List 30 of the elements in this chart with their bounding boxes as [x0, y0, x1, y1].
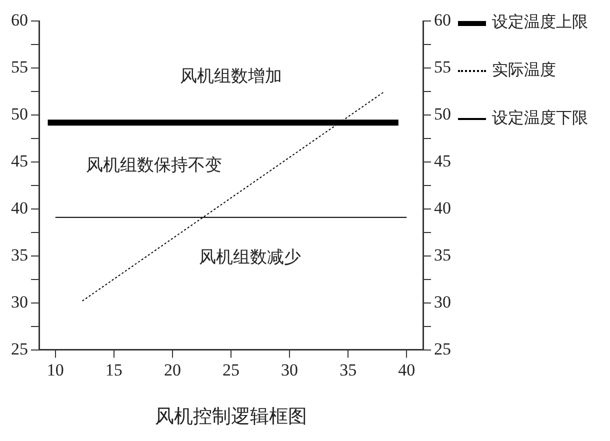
- annotation: 风机组数增加: [180, 66, 282, 86]
- x-tick-label: 10: [46, 360, 64, 380]
- y2-tick-label: 50: [434, 104, 451, 124]
- x-tick-label: 30: [281, 360, 298, 380]
- x-tick-label: 35: [340, 360, 357, 380]
- y-tick-label: 60: [11, 10, 28, 30]
- y-tick-label: 50: [11, 104, 28, 124]
- y-tick-label: 55: [11, 58, 28, 77]
- y2-tick-label: 25: [434, 339, 451, 358]
- y2-tick-label: 55: [434, 58, 451, 77]
- y2-tick-label: 60: [434, 10, 451, 30]
- legend-label: 设定温度上限: [492, 12, 588, 33]
- text: 风机控制逻辑框图: [155, 406, 307, 428]
- y-tick-label: 35: [11, 245, 28, 264]
- y2-tick-label: 45: [434, 151, 451, 170]
- x-tick-label: 40: [398, 360, 416, 380]
- y-tick-label: 30: [11, 292, 28, 312]
- y2-tick-label: 40: [434, 198, 451, 218]
- legend-label: 实际温度: [492, 60, 556, 81]
- x-tick-label: 20: [164, 360, 181, 380]
- y-tick-label: 25: [11, 339, 28, 358]
- y2-tick-label: 30: [434, 292, 451, 312]
- x-tick-label: 25: [222, 360, 240, 380]
- y-tick-label: 45: [11, 151, 28, 170]
- x-tick-label: 15: [105, 360, 122, 380]
- y-tick-label: 40: [11, 198, 28, 218]
- legend-label: 设定温度下限: [492, 108, 588, 129]
- annotation: 风机组数保持不变: [86, 155, 222, 174]
- y2-tick-label: 35: [434, 245, 451, 264]
- annotation: 风机组数减少: [199, 247, 302, 266]
